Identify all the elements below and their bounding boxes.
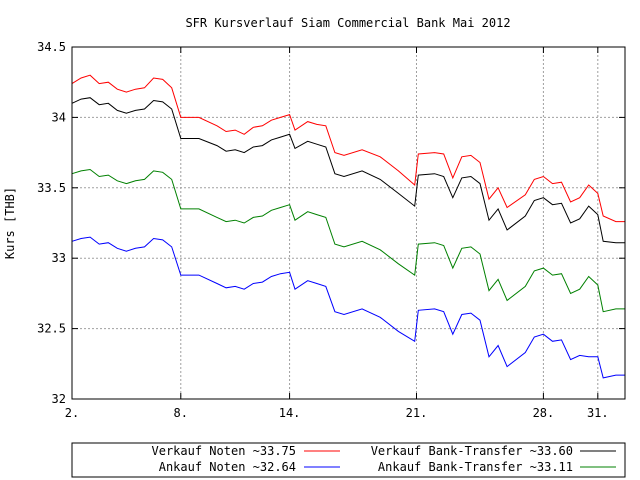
x-tick-label: 28. [533,406,555,420]
legend-box [71,442,626,478]
chart-title: SFR Kursverlauf Siam Commercial Bank Mai… [185,16,510,30]
legend-label: Ankauf Bank-Transfer ~33.11 [378,460,573,474]
grid-lines [72,47,625,399]
series-lines [71,74,625,379]
legend-label: Verkauf Bank-Transfer ~33.60 [371,444,573,458]
y-axis-label: Kurs [THB] [3,187,17,259]
y-tick-label: 32 [52,392,66,406]
x-tick-label: 21. [406,406,428,420]
x-tick-label: 8. [174,406,188,420]
y-tick-label: 34 [52,110,66,124]
y-tick-label: 32.5 [37,322,66,336]
legend: Verkauf Noten ~33.75 Verkauf Bank-Transfe… [71,442,626,478]
plot-frame [71,46,626,400]
axis-ticks: 32 32.5 33 33.5 34 34.5 2. 8. 14. 21. 28. 31. [37,40,625,420]
y-tick-label: 34.5 [37,40,66,54]
series-line-0 [71,74,625,223]
series-line-2 [71,168,625,313]
legend-label: Ankauf Noten ~32.64 [159,460,296,474]
x-tick-label: 31. [587,406,609,420]
series-line-3 [71,236,625,379]
y-tick-label: 33.5 [37,181,66,195]
series-line-1 [71,97,625,244]
legend-label: Verkauf Noten ~33.75 [152,444,297,458]
x-tick-label: 2. [65,406,79,420]
y-tick-label: 33 [52,251,66,265]
x-tick-label: 14. [279,406,301,420]
